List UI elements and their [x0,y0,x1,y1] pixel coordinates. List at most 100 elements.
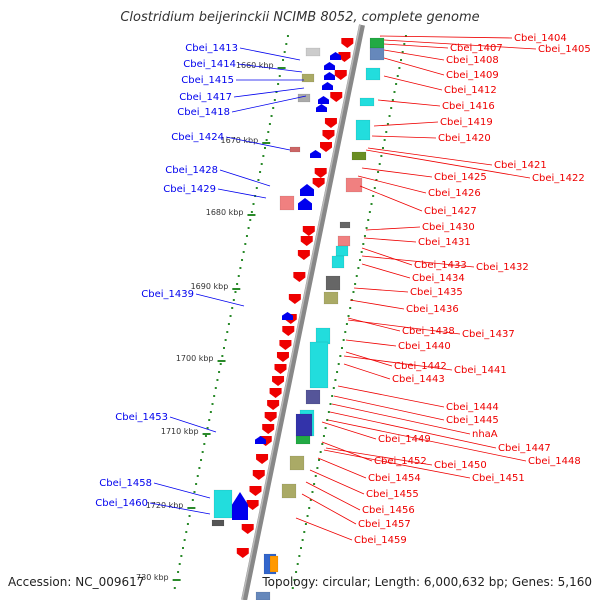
label-leader-line [359,185,423,212]
gene-arrow-right-strand [314,168,327,178]
right-guide-dot [400,59,403,61]
left-guide-dot [252,203,255,205]
right-guide-dot [337,363,340,365]
gene-arrow-right-strand [236,548,249,558]
left-guide-dot [188,515,191,517]
kbp-label: 1700 kbp [176,354,214,363]
right-guide-dot [308,507,311,509]
gene-arrow-left-strand [330,52,341,60]
gene-arrow-left-strand [232,492,248,520]
label-leader-line [345,339,397,347]
label-leader-line [301,493,357,525]
right-guide-dot [381,147,384,149]
left-guide-dot [242,251,245,253]
right-guide-dot [296,563,299,565]
gene-arrow-left-strand [324,62,335,70]
left-guide-dot [218,371,221,373]
left-guide-dot [268,123,271,125]
gene-box [289,146,301,153]
label-leader-line [383,43,449,49]
left-guide-dot [282,59,285,61]
left-guide-dot [231,307,234,309]
left-guide-dot [201,451,204,453]
right-guide-dot [318,459,321,461]
right-guide-dot [395,83,398,85]
gene-arrow-right-strand [324,118,337,128]
gene-label-right: Cbei_1436 [406,304,459,315]
left-guide-dot [255,187,258,189]
label-leader-line [383,57,445,76]
left-guide-dot [270,115,273,117]
label-leader-line [323,449,471,479]
right-guide-dot [304,523,307,525]
genome-axis [241,24,365,600]
right-guide-dot [336,371,339,373]
gene-arrow-right-strand [288,294,301,304]
left-guide-dot [286,35,289,37]
gene-arrow-right-strand [282,326,295,336]
right-guide-dot [339,355,342,357]
gene-label-right: Cbei_1426 [428,188,481,199]
gene-box [305,389,321,405]
left-guide-dot [244,243,247,245]
label-leader-line [343,363,391,380]
gene-arrow-right-strand [330,92,343,102]
gene-box [297,93,311,103]
gene-arrow-left-strand [322,82,333,90]
gene-label-right: Cbei_1450 [434,460,487,471]
label-leader-line [153,482,211,499]
right-guide-dot [340,347,343,349]
gene-label-right: Cbei_1440 [398,341,451,352]
right-guide-dot [306,515,309,517]
right-guide-dot [403,43,406,45]
gene-box [369,47,385,61]
kbp-label: 1660 kbp [236,61,274,70]
label-leader-line [329,411,497,449]
right-guide-dot [365,227,368,229]
gene-label-right: Cbei_1419 [440,117,493,128]
map-title: Clostridium beijerinckii NCIMB 8052, com… [120,10,480,25]
gene-label-right: Cbei_1404 [514,33,567,44]
left-guide-dot [263,147,266,149]
gene-box [355,119,371,141]
left-guide-dot [275,91,278,93]
label-leader-line [295,517,353,541]
label-leader-line [305,481,361,511]
left-guide-dot [239,267,242,269]
right-guide-dot [344,331,347,333]
left-guide-dot [219,363,222,365]
left-guide-dot [283,51,286,53]
left-guide-dot [245,235,248,237]
accession-label: Accession: NC_009617 [8,575,145,589]
left-guide-dot [232,299,235,301]
gene-label-right: Cbei_1431 [418,237,471,248]
right-guide-dot [332,387,335,389]
label-leader-line [237,63,303,73]
gene-label-left: Cbei_1460 [95,498,148,509]
gene-box [295,413,313,437]
left-guide-dot [193,491,196,493]
label-leader-line [309,469,365,495]
gene-box [211,519,225,527]
kbp-label: 730 kbp [136,573,169,582]
gene-arrow-right-strand [264,412,277,422]
topology-label: Topology: circular; Length: 6,000,632 bp… [262,575,592,589]
kbp-label: 1690 kbp [191,282,229,291]
left-guide-dot [198,467,201,469]
gene-arrow-right-strand [249,486,262,496]
left-guide-dot [234,291,237,293]
right-guide-dot [357,267,360,269]
right-guide-dot [309,499,312,501]
right-guide-dot [295,571,298,573]
right-guide-dot [355,275,358,277]
right-guide-dot [391,99,394,101]
gene-label-left: Cbei_1424 [171,132,224,143]
gene-label-right: Cbei_1444 [446,402,499,413]
genome-axis-highlight [241,24,361,600]
kbp-label: 1710 kbp [161,427,199,436]
gene-label-right: Cbei_1416 [442,101,495,112]
gene-arrow-right-strand [322,130,335,140]
left-guide-dot [273,99,276,101]
gene-arrow-right-strand [293,272,306,282]
